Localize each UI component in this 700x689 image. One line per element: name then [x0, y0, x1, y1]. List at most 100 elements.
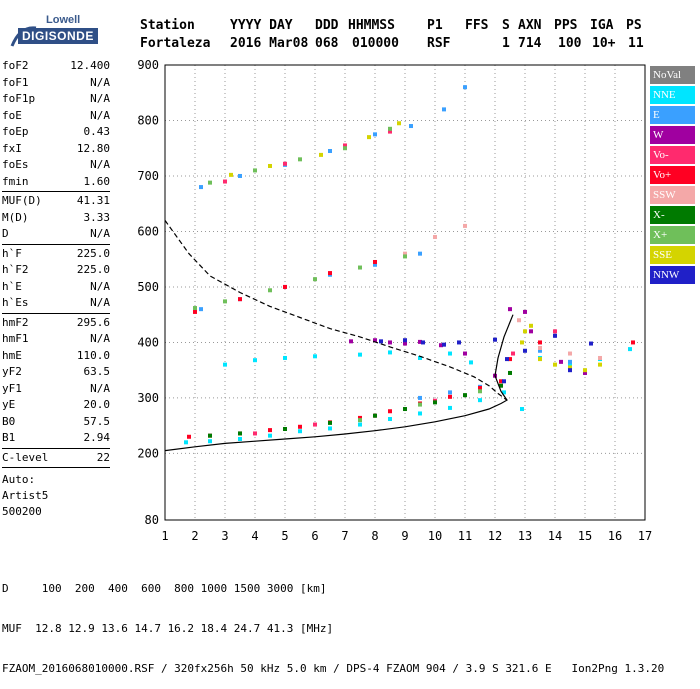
data-point	[448, 351, 452, 356]
param-row: yE 20.0	[2, 397, 110, 414]
data-point	[238, 436, 242, 441]
param-name: h`E	[2, 279, 22, 293]
param-name: yF2	[2, 365, 22, 378]
data-point	[358, 415, 362, 420]
param-value: N/A	[90, 279, 110, 293]
x-tick-label: 15	[578, 529, 592, 543]
y-tick-label: 900	[137, 58, 159, 72]
param-row: hmE 110.0	[2, 348, 110, 365]
param-row: B1 2.94	[2, 430, 110, 447]
divider	[2, 447, 110, 449]
param-row: C-level 22	[2, 450, 110, 467]
dashed-profile-curve	[164, 220, 508, 401]
param-name: fxI	[2, 141, 22, 155]
echo-traces	[184, 85, 635, 445]
param-name: foE	[2, 108, 22, 122]
data-point	[403, 338, 407, 343]
x-tick-label: 9	[401, 529, 408, 543]
data-point	[511, 351, 515, 356]
data-point	[223, 299, 227, 304]
data-point	[538, 357, 542, 362]
legend-item-e: E	[650, 106, 695, 124]
y-tick-label: 600	[137, 224, 159, 238]
data-point	[418, 355, 422, 360]
data-point	[328, 271, 332, 276]
data-point	[517, 318, 521, 323]
data-point	[538, 345, 542, 350]
param-row: hmF2 295.6	[2, 315, 110, 332]
param-row: h`F2 225.0	[2, 262, 110, 279]
param-row: foF1 N/A	[2, 75, 110, 92]
data-point	[442, 107, 446, 112]
data-point	[508, 370, 512, 375]
param-row: D N/A	[2, 226, 110, 243]
legend-item-nne: NNE	[650, 86, 695, 104]
param-name: h`F2	[2, 263, 29, 276]
param-name: foF2	[2, 59, 29, 72]
x-tick-label: 6	[311, 529, 318, 543]
plot-grid	[165, 65, 645, 520]
data-point	[463, 351, 467, 356]
header-label-ps: PS	[626, 18, 642, 33]
param-value: N/A	[90, 381, 110, 395]
data-point	[508, 357, 512, 362]
param-value: 57.5	[83, 414, 111, 428]
data-point	[631, 340, 635, 345]
data-point	[448, 405, 452, 410]
data-point	[442, 342, 446, 347]
param-name: foF1	[2, 75, 29, 89]
data-point	[373, 132, 377, 137]
header-label-doy: DDD	[315, 18, 339, 33]
footer-muf-row: MUF 12.8 12.9 13.6 14.7 16.2 18.4 24.7 4…	[2, 622, 334, 635]
header-label-axn: AXN	[518, 18, 542, 33]
data-point	[208, 433, 212, 438]
param-row: hmF1 N/A	[2, 331, 110, 348]
footer: D 100 200 400 600 800 1000 1500 3000 [km…	[2, 556, 664, 689]
param-name: MUF(D)	[2, 194, 42, 207]
footer-file-info: FZAOM_2016068010000.RSF / 320fx256h 50 k…	[2, 662, 665, 675]
data-point	[502, 390, 506, 395]
data-point	[193, 306, 197, 311]
divider	[2, 312, 110, 314]
x-tick-label: 4	[251, 529, 258, 543]
param-name: hmE	[2, 348, 22, 362]
series-w	[349, 307, 587, 378]
data-point	[319, 152, 323, 157]
footer-distance-row: D 100 200 400 600 800 1000 1500 3000 [km…	[2, 582, 327, 595]
param-name: fmin	[2, 174, 29, 188]
x-tick-label: 16	[608, 529, 622, 543]
data-point	[523, 348, 527, 353]
param-row: B0 57.5	[2, 414, 110, 431]
data-point	[388, 350, 392, 355]
data-point	[313, 277, 317, 282]
divider	[2, 191, 110, 192]
param-row: fxI 12.80	[2, 141, 110, 158]
data-point	[388, 340, 392, 345]
data-point	[349, 339, 353, 344]
data-point	[559, 359, 563, 364]
param-name: hmF2	[2, 315, 29, 329]
param-row: foF2 12.400	[2, 58, 110, 75]
data-point	[478, 385, 482, 390]
param-name: M(D)	[2, 210, 29, 224]
data-point	[493, 337, 497, 342]
header-value-pps: 100	[558, 36, 582, 51]
data-point	[253, 168, 257, 173]
data-point	[463, 223, 467, 228]
data-point	[298, 424, 302, 429]
header-label-ffs: FFS	[465, 18, 489, 33]
auto-version: 500200	[2, 505, 42, 518]
y-tick-label: 300	[137, 391, 159, 405]
param-value: 295.6	[76, 315, 110, 329]
data-point	[298, 429, 302, 434]
data-point	[388, 417, 392, 422]
data-point	[463, 393, 467, 398]
data-point	[508, 307, 512, 312]
logo-top-text: Lowell	[46, 14, 81, 26]
data-point	[583, 368, 587, 373]
data-point	[373, 338, 377, 343]
legend: NoVal NNE E W Vo- Vo+ SSW X- X+ SSE NNW	[650, 66, 695, 286]
header-value-date: 2016 Mar08	[230, 36, 309, 51]
auto-program: Artist5	[2, 489, 49, 502]
data-point	[418, 395, 422, 400]
